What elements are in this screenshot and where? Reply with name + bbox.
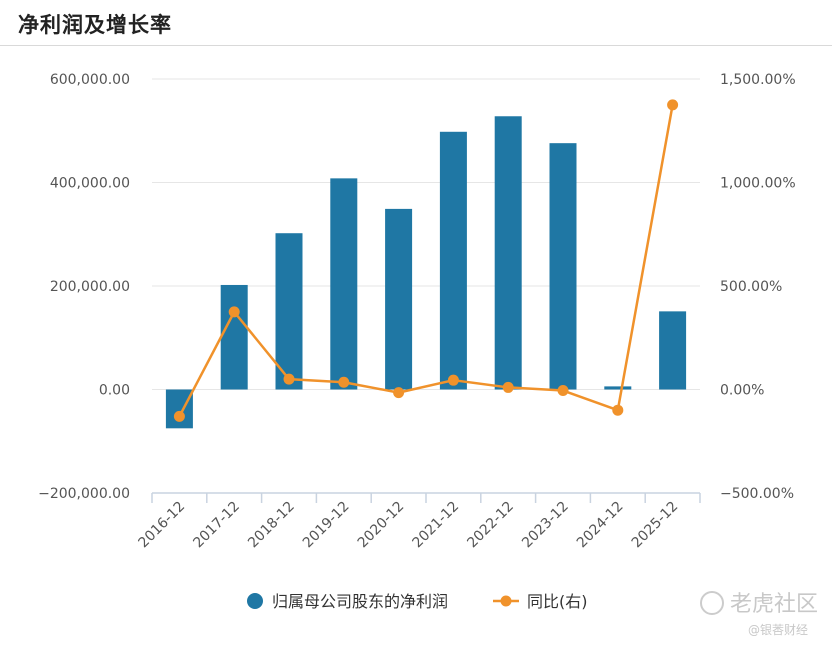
legend-bar-marker — [247, 593, 263, 609]
growth-point-2016-12 — [173, 410, 185, 422]
x-tick-label: 2024-12 — [574, 499, 627, 552]
growth-point-2023-12 — [557, 385, 569, 397]
y-left-tick-label: 600,000.00 — [50, 72, 130, 88]
legend[interactable]: 归属母公司股东的净利润 同比(右) — [247, 592, 588, 611]
x-tick-label: 2020-12 — [355, 499, 408, 552]
watermark-logo-icon — [700, 591, 724, 615]
growth-point-2024-12 — [612, 404, 624, 416]
chart-header: 净利润及增长率 — [0, 0, 832, 46]
legend-bar-label: 归属母公司股东的净利润 — [272, 592, 448, 611]
page-title: 净利润及增长率 — [18, 13, 172, 37]
bar-2022-12 — [494, 116, 522, 390]
x-tick-label: 2023-12 — [519, 499, 572, 552]
bar-2016-12 — [165, 389, 193, 429]
growth-point-2022-12 — [502, 381, 514, 393]
bar-2025-12 — [659, 311, 687, 390]
bar-2023-12 — [549, 143, 577, 390]
bar-2020-12 — [385, 208, 413, 390]
x-tick-label: 2022-12 — [464, 499, 517, 552]
y-right-tick-label: −500.00% — [720, 486, 794, 502]
y-right-tick-label: 1,000.00% — [720, 176, 796, 192]
watermark: 老虎社区 @银莕财经 — [700, 591, 818, 637]
y-left-tick-label: 0.00 — [99, 383, 130, 399]
legend-line-dot — [500, 595, 512, 607]
y-right-tick-label: 500.00% — [720, 279, 782, 295]
bar-2017-12 — [220, 284, 248, 390]
y-right-tick-label: 0.00% — [720, 383, 764, 399]
x-tick-label: 2018-12 — [245, 499, 298, 552]
growth-point-2018-12 — [283, 373, 295, 385]
bar-series — [165, 116, 687, 429]
bar-2021-12 — [439, 131, 467, 390]
x-tick-label: 2021-12 — [410, 499, 463, 552]
legend-line-label: 同比(右) — [527, 592, 588, 611]
watermark-main-text: 老虎社区 — [730, 592, 818, 617]
y-left-tick-label: 400,000.00 — [50, 176, 130, 192]
x-tick-label: 2017-12 — [190, 499, 243, 552]
x-tick-label: 2016-12 — [136, 499, 189, 552]
y-left-tick-label: 200,000.00 — [50, 279, 130, 295]
x-tick-label: 2025-12 — [629, 499, 682, 552]
bar-2018-12 — [275, 233, 303, 390]
growth-point-2020-12 — [393, 387, 405, 399]
growth-point-2025-12 — [667, 99, 679, 111]
growth-point-2017-12 — [228, 306, 240, 318]
watermark-sub-text: @银莕财经 — [748, 623, 808, 637]
y-right-tick-label: 1,500.00% — [720, 72, 796, 88]
growth-line-series — [173, 99, 679, 422]
growth-point-2021-12 — [447, 374, 459, 386]
y-left-tick-label: −200,000.00 — [38, 486, 130, 502]
bar-2024-12 — [604, 386, 632, 390]
bar-2019-12 — [330, 178, 358, 390]
growth-line — [178, 104, 674, 417]
growth-point-2019-12 — [338, 376, 350, 388]
x-tick-label: 2019-12 — [300, 499, 353, 552]
